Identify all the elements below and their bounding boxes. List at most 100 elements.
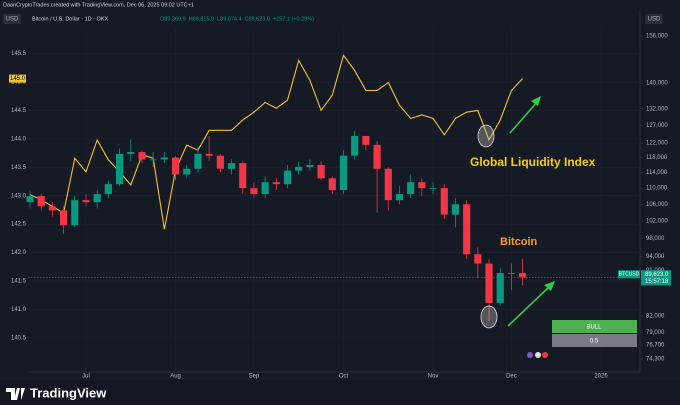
y-tick-label: 140.5	[11, 335, 27, 341]
candle-body	[194, 153, 202, 169]
y-tick-label: 143.5	[11, 165, 27, 171]
candle-body	[328, 178, 336, 191]
x-tick-label: Jul	[82, 374, 90, 380]
candle-body	[384, 168, 392, 201]
x-tick-label: Nov	[428, 374, 439, 380]
price-symbol: BTCUSD	[619, 272, 640, 278]
candle-body	[37, 196, 45, 207]
candle-body	[250, 188, 258, 195]
candle-body	[48, 206, 56, 211]
ohlc-value: O89,369.9	[160, 16, 186, 22]
x-tick-label: Oct	[339, 374, 349, 380]
y2-tick-label: 102,000	[646, 219, 668, 225]
currency-box	[3, 14, 21, 24]
y-tick-label: 143.0	[11, 193, 27, 199]
currency: USD	[6, 17, 19, 23]
candle-body	[82, 200, 90, 203]
currency-box	[645, 14, 663, 24]
y-tick-label: 142.0	[11, 250, 27, 256]
logo	[6, 388, 25, 400]
y-tick-label: 144.5	[11, 108, 27, 114]
y2-tick-label: 132,000	[646, 106, 668, 112]
y-tick-label: 145.5	[11, 51, 27, 57]
arrow-head	[531, 96, 541, 106]
candle-body	[485, 263, 493, 303]
candle-body	[216, 155, 224, 169]
annotation: Global Liquidity Index	[470, 155, 596, 169]
candle-body	[507, 273, 516, 274]
candle-body	[26, 196, 34, 203]
candle-body	[496, 273, 504, 303]
candle-body	[261, 182, 269, 195]
x-tick-label: 2026	[594, 374, 608, 380]
y2-tick-label: 98,000	[646, 236, 665, 242]
x-tick-label: Dec	[506, 374, 517, 380]
candle-body	[171, 157, 180, 175]
x-tick-label: Aug	[170, 374, 181, 380]
bull-box	[552, 320, 637, 333]
currency: USD	[648, 17, 661, 23]
candle-body	[418, 182, 426, 189]
candle-body	[149, 159, 157, 161]
candle-body	[93, 194, 101, 203]
candle-body	[239, 163, 247, 189]
candle-body	[306, 164, 314, 167]
highlight	[477, 124, 495, 148]
candle-body	[373, 144, 381, 169]
candle-body	[295, 166, 303, 171]
y-tick-label: 144.0	[11, 136, 27, 142]
y2-tick-label: 94,000	[646, 254, 665, 260]
y2-tick-label: 118,000	[646, 155, 668, 161]
price-countdown: 15:57:18	[645, 279, 669, 285]
candle-body	[451, 204, 460, 215]
arrow	[509, 100, 539, 134]
candle-body	[519, 273, 527, 278]
y2-tick-label: 140,000	[646, 81, 668, 87]
ohlc-legend: O89,369.9 H89,815.9 L89,074.4 C89,623.0 +257…	[160, 16, 314, 22]
y2-tick-label: 82,000	[646, 314, 665, 320]
brand: TradingView	[30, 385, 107, 400]
candle-body	[474, 254, 482, 264]
bull-label: BULL	[586, 325, 602, 331]
candle-body	[104, 184, 112, 195]
candle-body	[429, 188, 437, 189]
y2-tick-label: 156,000	[646, 34, 668, 40]
last-value-tag	[9, 74, 26, 83]
ohlc-value: H89,815.9	[189, 16, 214, 22]
candle-body	[115, 153, 124, 185]
x-tick-label: Sep	[249, 374, 260, 380]
highlight	[480, 305, 498, 329]
liquidity-line	[29, 54, 524, 230]
y2-tick-label: 110,000	[646, 186, 668, 192]
price-tag	[618, 270, 640, 279]
ohlc-value: C89,623.0	[245, 16, 270, 22]
candle-body	[395, 194, 404, 201]
candle-body	[71, 200, 79, 226]
candle-body	[183, 168, 191, 175]
credit: DaanCryptoTrades created with TradingVie…	[3, 2, 194, 8]
footer-bar	[0, 380, 680, 405]
candle-body	[362, 135, 370, 145]
candle-body	[339, 155, 348, 191]
y2-tick-label: 76,700	[646, 343, 665, 349]
candle-body	[317, 164, 325, 179]
ohlc-value: +257.1 (+0.29%)	[273, 16, 314, 22]
candle-body	[283, 170, 292, 185]
y2-tick-label: 122,000	[646, 141, 668, 147]
ratio-box	[552, 334, 637, 347]
y-tick-label: 142.5	[11, 222, 27, 228]
event-icon	[535, 352, 541, 358]
last-value-label: 145.0	[10, 76, 26, 82]
symbol: Bitcoin / U.S. Dollar · 1D · OKX	[32, 16, 108, 22]
candle-body	[440, 188, 448, 215]
candle-body	[205, 153, 213, 156]
y2-tick-label: 106,000	[646, 202, 668, 208]
y2-tick-label: 114,000	[646, 170, 668, 176]
arrow	[507, 285, 551, 327]
y-tick-label: 141.5	[11, 279, 27, 285]
y2-tick-label: 79,000	[646, 330, 665, 336]
candle-body	[463, 204, 471, 255]
arrow-head	[544, 281, 555, 291]
ohlc-value: L89,074.4	[217, 16, 241, 22]
y-tick-label: 141.0	[11, 307, 27, 313]
